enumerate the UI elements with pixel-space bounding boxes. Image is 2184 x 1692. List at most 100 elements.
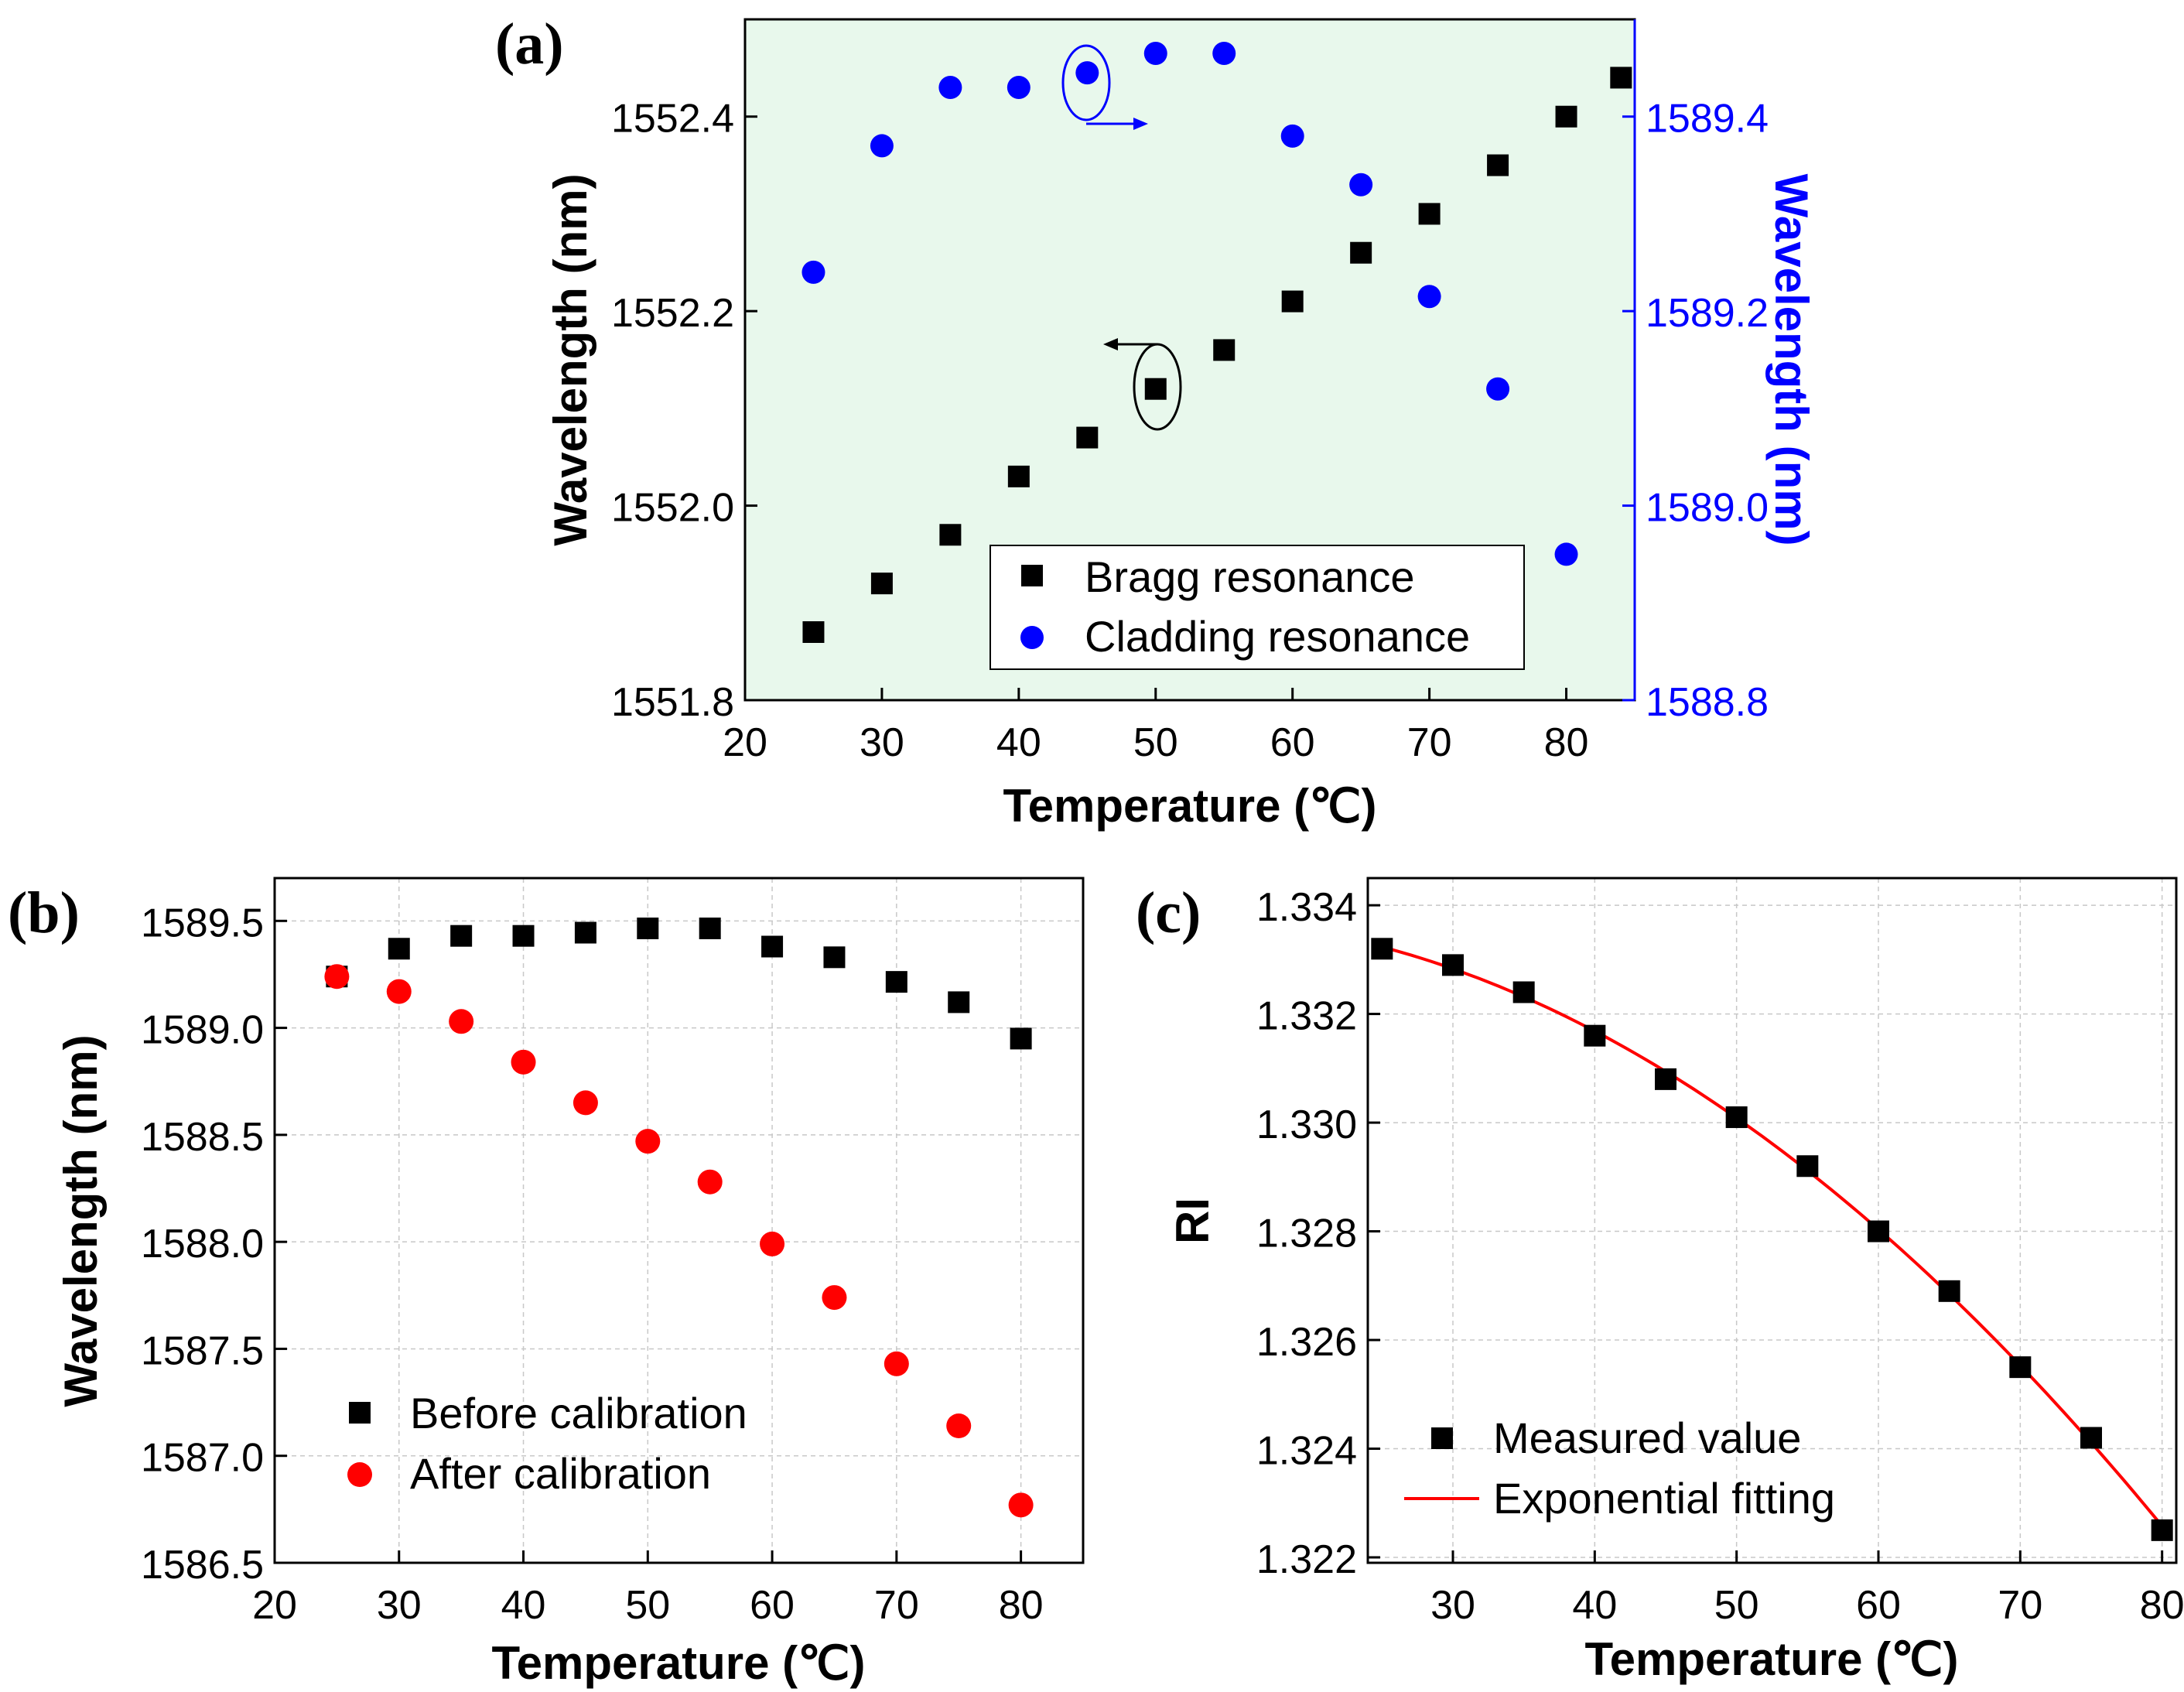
data-point-circle <box>1143 42 1167 65</box>
data-point-square <box>1938 1280 1960 1302</box>
data-point-square <box>1725 1106 1748 1129</box>
y-tick-label: 1587.0 <box>141 1436 264 1481</box>
x-tick-label: 50 <box>1133 720 1178 765</box>
data-point-circle <box>1075 61 1099 85</box>
y-tick-label: 1589.5 <box>141 901 264 945</box>
x-tick-label: 40 <box>996 720 1041 765</box>
y-tick-label: 1.322 <box>1256 1537 1357 1582</box>
data-point-square <box>1512 981 1535 1003</box>
panel-b-y-ticks: 1586.5 1587.0 1587.5 1588.0 1588.5 1589.0 1589… <box>141 901 287 1588</box>
arrowhead-left-icon <box>1103 338 1118 350</box>
data-point-square <box>450 925 473 947</box>
x-tick-label: 70 <box>1998 1583 2042 1628</box>
x-tick-label: 60 <box>750 1583 795 1628</box>
legend-label-cladding: Cladding resonance <box>1085 612 1470 661</box>
legend-circle-marker <box>1020 626 1044 649</box>
data-point-square <box>1610 67 1632 89</box>
x-tick-label: 80 <box>1544 720 1589 765</box>
x-tick-label: 20 <box>252 1583 297 1628</box>
y-tick-label: 1589.4 <box>1646 97 1769 142</box>
panel-c: (c) 30 40 50 60 70 80 1.3221.3241.3261.3281.3… <box>1136 877 2184 1685</box>
data-point-square <box>1555 105 1577 128</box>
legend-circle-marker <box>347 1462 372 1487</box>
panel-b-y-axis-label: Wavelength (nm) <box>55 1034 107 1407</box>
panel-a-cladding-axis-indicator <box>1061 44 1148 130</box>
data-point-square <box>885 971 907 993</box>
data-point-circle <box>324 964 350 990</box>
data-point-square <box>1584 1024 1606 1047</box>
panel-c-frame <box>1366 877 2178 1564</box>
panel-a-legend-box <box>989 545 1525 670</box>
panel-b: (b) 20 30 40 50 60 70 80 1586.51587.01587.5158… <box>8 877 1085 1689</box>
y-tick-label: 1589.0 <box>1646 486 1769 531</box>
panel-a: (a) 20 30 40 50 60 70 80 1551.81552.01552.2155… <box>495 12 1817 832</box>
panel-c-x-axis-label: Temperature (℃) <box>1584 1633 1958 1685</box>
data-point-square <box>1442 954 1464 976</box>
y-tick-label: 1552.0 <box>611 486 734 531</box>
legend-label-bragg: Bragg resonance <box>1085 552 1415 601</box>
x-tick-label: 30 <box>1430 1583 1475 1628</box>
data-point-square <box>1350 241 1372 264</box>
y-tick-label: 1.326 <box>1256 1320 1357 1365</box>
y-tick-label: 1588.0 <box>141 1222 264 1266</box>
y-tick-label: 1.334 <box>1256 885 1357 930</box>
data-point-circle <box>1349 173 1373 197</box>
panel-b-x-ticks: 20 30 40 50 60 70 80 <box>252 1550 1044 1628</box>
y-tick-label: 1589.0 <box>141 1008 264 1053</box>
data-point-square <box>512 925 535 947</box>
x-tick-label: 80 <box>999 1583 1044 1628</box>
y-tick-label: 1588.8 <box>1646 680 1769 725</box>
data-point-square <box>1655 1068 1676 1090</box>
panel-a-y2-ticks: 1588.8 1589.0 1589.2 1589.4 <box>1622 97 1769 725</box>
legend-label-measured: Measured value <box>1493 1413 1801 1462</box>
panel-b-x-axis-label: Temperature (℃) <box>491 1637 865 1689</box>
data-point-square <box>939 524 962 546</box>
data-point-square <box>823 946 846 969</box>
x-tick-label: 40 <box>501 1583 546 1628</box>
legend-square-marker <box>1431 1427 1453 1449</box>
data-point-square <box>870 573 893 595</box>
y-tick-label: 1.330 <box>1256 1102 1357 1147</box>
panel-a-y-axis-label: Wavelength (nm) <box>545 173 596 545</box>
data-point-circle <box>1007 76 1030 99</box>
data-point-circle <box>511 1049 536 1075</box>
y-tick-label: 1587.5 <box>141 1328 264 1373</box>
x-tick-label: 70 <box>1407 720 1452 765</box>
y-tick-label: 1589.2 <box>1646 291 1769 336</box>
y-tick-label: 1.324 <box>1256 1429 1357 1474</box>
panel-c-y-axis-label: RI <box>1167 1198 1218 1244</box>
data-point-square <box>1796 1155 1819 1178</box>
x-tick-label: 50 <box>1714 1583 1759 1628</box>
legend-square-marker <box>349 1402 371 1424</box>
panel-c-y-ticks: 1.322 1.324 1.326 1.328 1.330 1.332 1.334 <box>1256 885 1380 1582</box>
x-tick-label: 80 <box>2140 1583 2184 1628</box>
x-tick-label: 50 <box>625 1583 670 1628</box>
panel-a-bragg-axis-indicator <box>1103 338 1182 431</box>
data-point-square <box>1007 465 1030 487</box>
data-point-square <box>1487 154 1509 176</box>
data-point-square <box>1213 339 1236 361</box>
panel-a-legend: Bragg resonance Cladding resonance <box>989 545 1525 670</box>
data-point-circle <box>938 76 962 99</box>
y-tick-label: 1.332 <box>1256 994 1357 1039</box>
data-point-circle <box>760 1231 785 1256</box>
data-point-circle <box>386 979 412 1004</box>
data-point-circle <box>1554 542 1578 566</box>
panel-a-y2-axis-label: Wavelength (nm) <box>1765 173 1817 545</box>
y-tick-label: 1.328 <box>1256 1212 1357 1256</box>
data-point-square <box>2080 1427 2102 1449</box>
y-tick-label: 1552.4 <box>611 97 734 142</box>
x-tick-label: 60 <box>1270 720 1315 765</box>
exponential-fit-line <box>1381 945 2164 1527</box>
arrowhead-right-icon <box>1133 118 1148 130</box>
data-point-square <box>1868 1220 1889 1243</box>
panel-c-label: (c) <box>1136 880 1201 945</box>
y-tick-label: 1586.5 <box>141 1543 264 1588</box>
legend-square-marker <box>1021 565 1043 586</box>
data-point-square <box>1010 1027 1032 1050</box>
data-point-square <box>637 917 659 939</box>
data-point-circle <box>1212 42 1236 65</box>
data-point-square <box>2009 1356 2032 1379</box>
x-tick-label: 20 <box>723 720 767 765</box>
panel-c-x-ticks: 30 40 50 60 70 80 <box>1430 1550 2184 1628</box>
